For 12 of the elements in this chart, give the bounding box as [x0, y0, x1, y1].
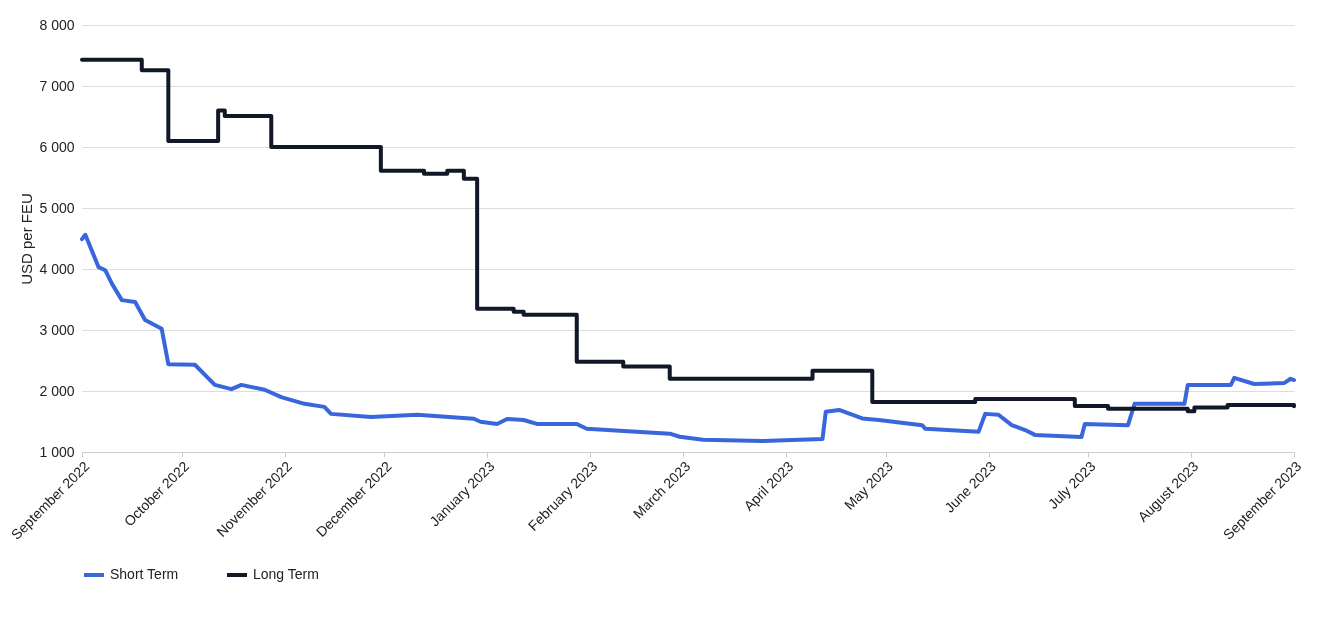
legend-label: Long Term	[253, 566, 319, 582]
y-tick-label: 1 000	[39, 443, 75, 460]
y-tick-label: 4 000	[39, 260, 75, 277]
legend-label: Short Term	[110, 566, 179, 582]
y-tick-label: 2 000	[39, 382, 75, 399]
y-tick-label: 3 000	[39, 321, 75, 338]
y-tick-label: 7 000	[39, 77, 75, 94]
y-tick-label: 8 000	[39, 16, 75, 33]
line-series	[80, 232, 1296, 444]
y-tick-label: 5 000	[39, 199, 75, 216]
y-axis-title: USD per FEU	[18, 193, 36, 285]
y-tick-label: 6 000	[39, 138, 75, 155]
